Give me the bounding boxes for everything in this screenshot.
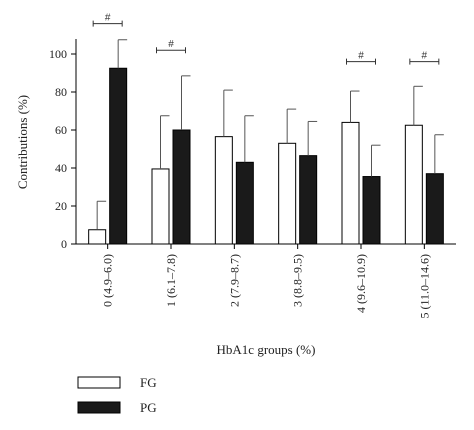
x-tick-label: 1 (6.1–7.8) — [164, 254, 178, 307]
bar-pg-4 — [362, 176, 381, 245]
significance-mark: # — [422, 51, 428, 62]
significance-brackets: # # # # — [92, 13, 440, 65]
legend-label-fg: FG — [140, 375, 157, 390]
bar-pg-1 — [172, 129, 191, 245]
bar-pg-2 — [235, 161, 254, 245]
x-ticks: 0 (4.9–6.0) 1 (6.1–7.8) 2 (7.9–8.7) 3 (8.8–… — [101, 244, 431, 319]
bar-fg-0 — [88, 229, 107, 245]
y-tick-label: 80 — [55, 85, 67, 99]
error-bars — [96, 39, 444, 230]
x-axis-label: HbA1c groups (%) — [217, 342, 316, 357]
legend: FG PG — [77, 375, 157, 415]
bar-pg-5 — [425, 173, 444, 245]
y-tick-label: 40 — [55, 161, 67, 175]
x-tick-label: 3 (8.8–9.5) — [291, 254, 305, 307]
significance-mark: # — [358, 51, 364, 62]
legend-swatch-fg — [77, 376, 121, 389]
x-tick-label: 4 (9.6–10.9) — [354, 254, 368, 313]
axes — [75, 39, 456, 245]
y-tick-label: 60 — [55, 123, 67, 137]
x-tick-label: 2 (7.9–8.7) — [227, 254, 241, 307]
bar-fg-2 — [214, 136, 233, 245]
bar-fg-5 — [404, 124, 423, 245]
x-tick-label: 0 (4.9–6.0) — [101, 254, 115, 307]
bar-pg-0 — [109, 67, 128, 245]
significance-mark: # — [168, 39, 174, 50]
x-tick-label: 5 (11.0–14.6) — [417, 254, 431, 319]
bar-fg-3 — [278, 142, 297, 245]
y-tick-label: 0 — [61, 237, 67, 251]
bar-pg-3 — [299, 155, 318, 245]
y-ticks: 0 20 40 60 80 100 — [49, 47, 76, 251]
y-tick-label: 100 — [49, 47, 67, 61]
bars — [88, 67, 444, 245]
legend-label-pg: PG — [140, 400, 157, 415]
significance-mark: # — [105, 13, 111, 24]
bar-fg-1 — [151, 168, 170, 245]
legend-swatch-pg — [77, 401, 121, 414]
y-tick-label: 20 — [55, 199, 67, 213]
y-axis-label: Contributions (%) — [15, 95, 30, 189]
bar-fg-4 — [341, 121, 360, 245]
